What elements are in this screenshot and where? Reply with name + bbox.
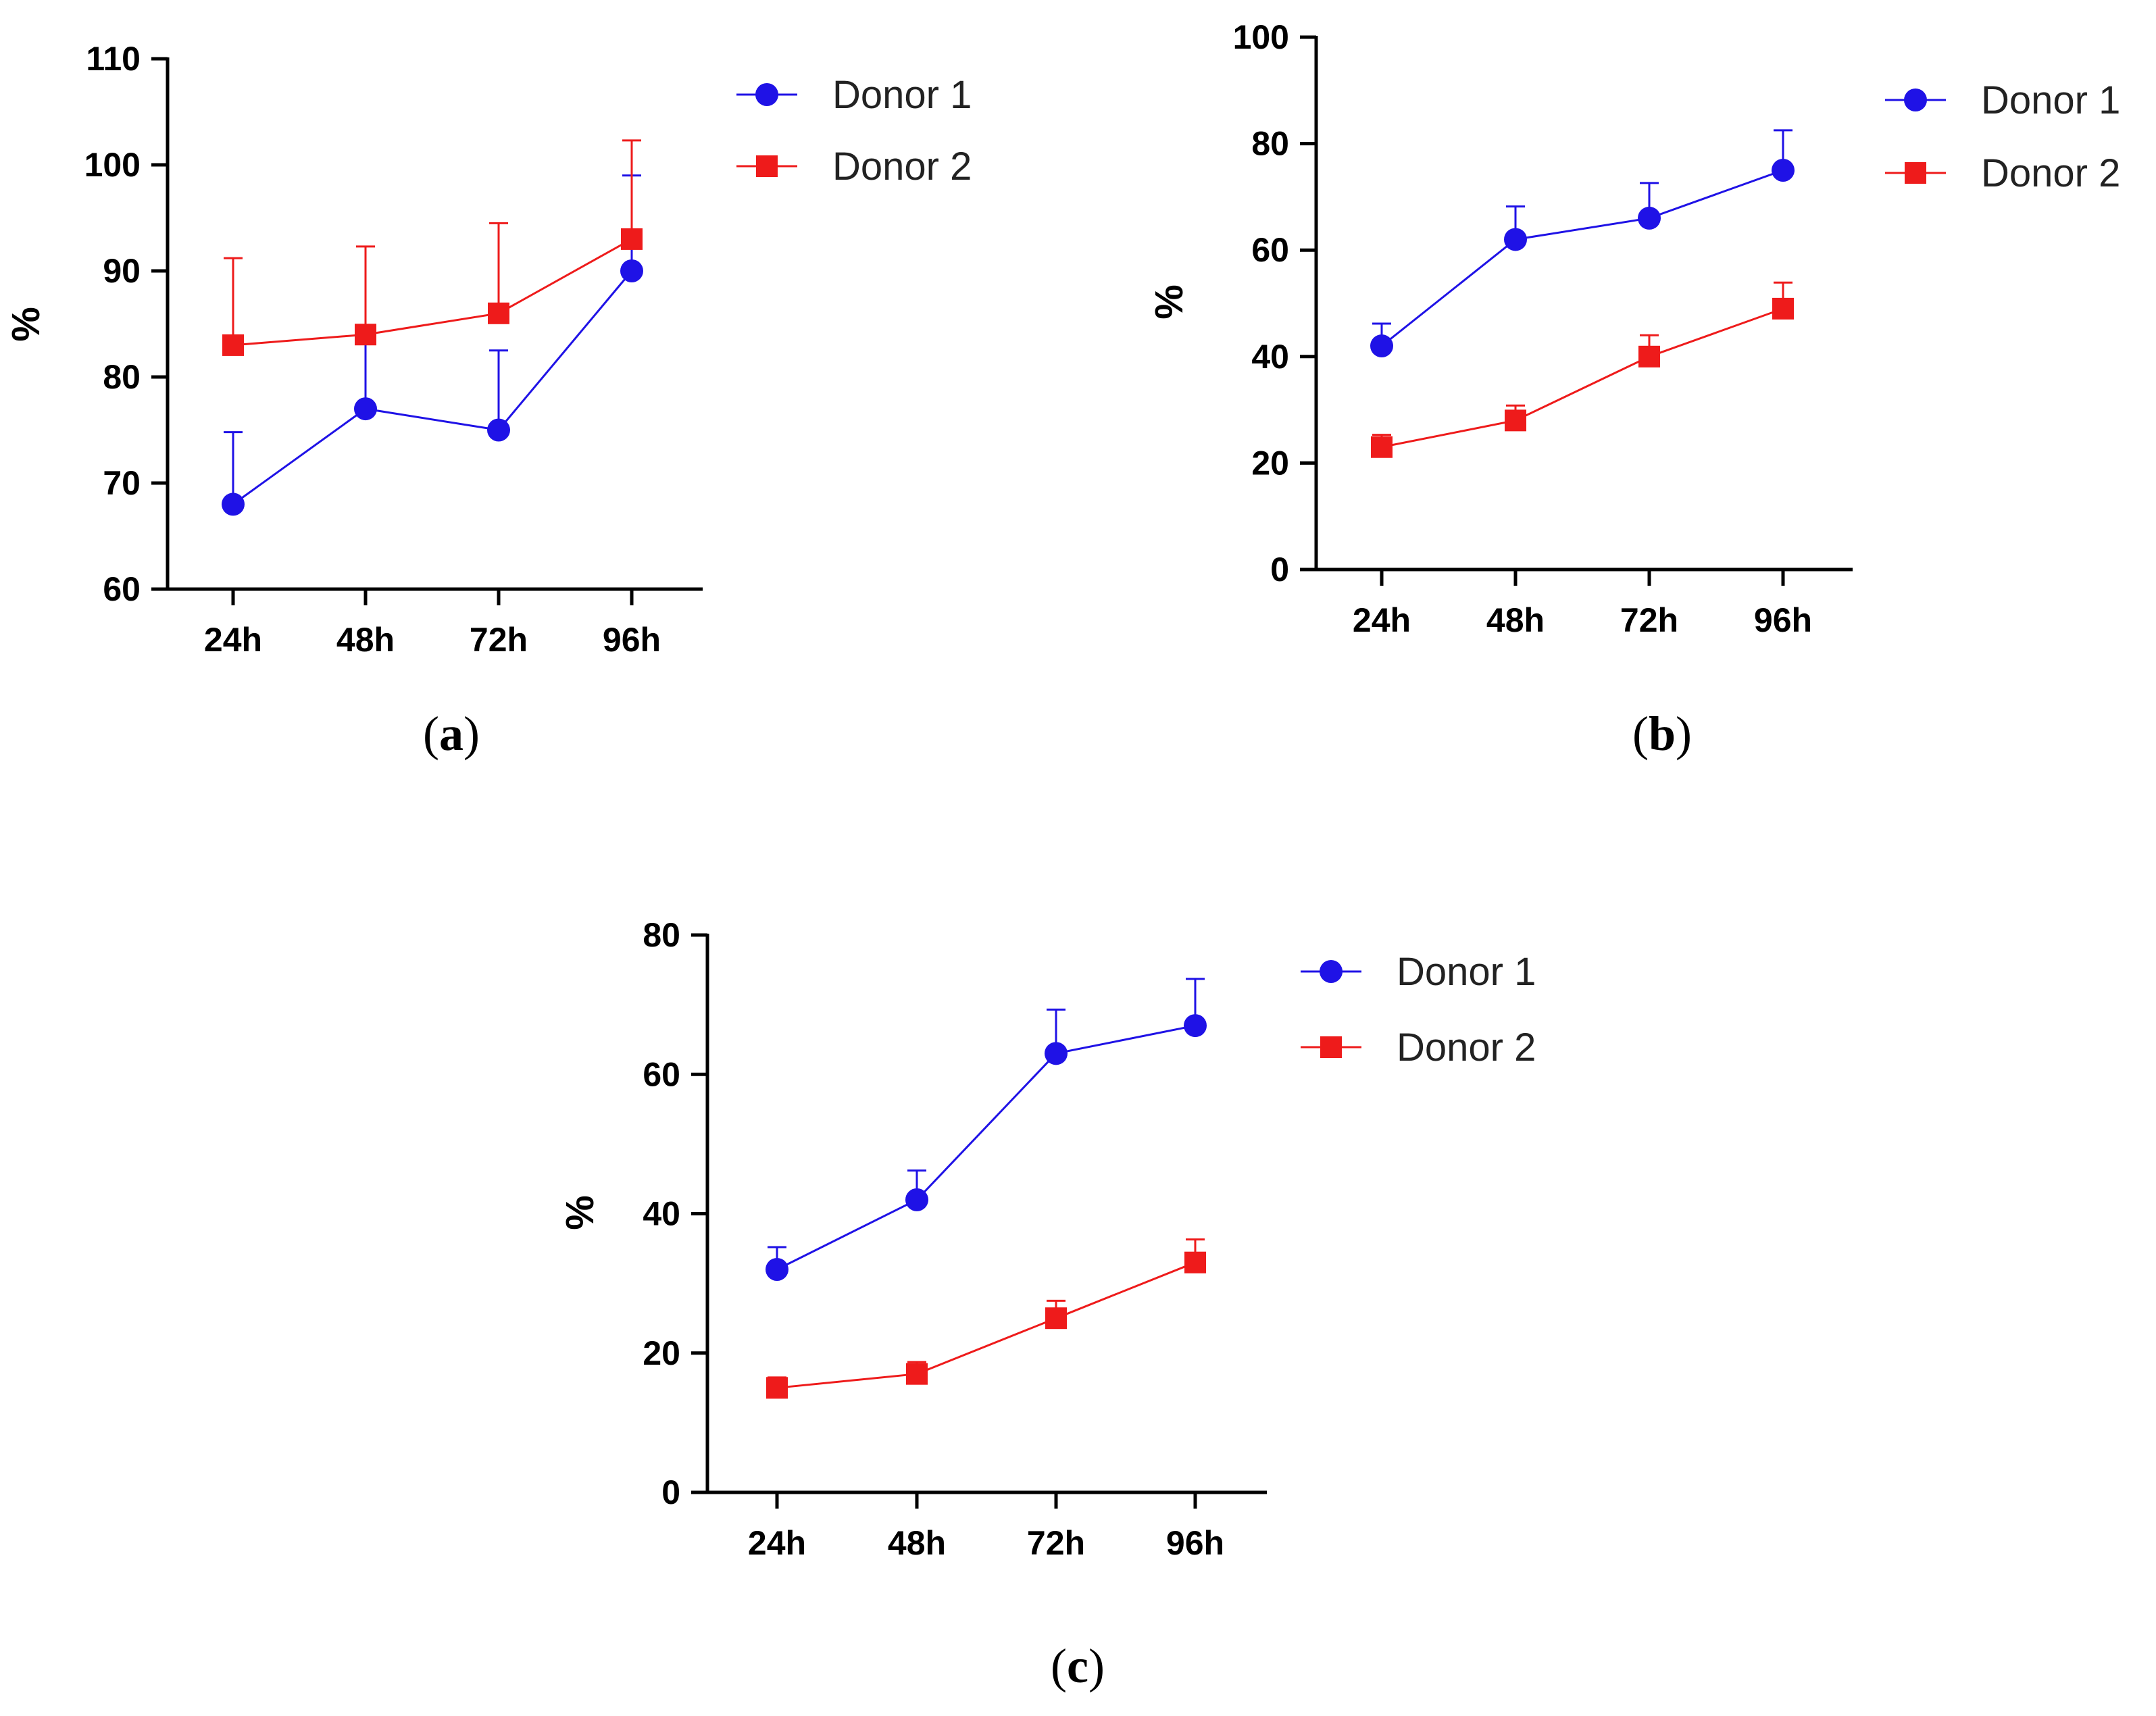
data-point-donor-2 — [222, 334, 244, 356]
data-point-donor-2 — [1371, 436, 1393, 458]
data-point-donor-1 — [1504, 228, 1527, 251]
series-line-donor-1 — [776, 1024, 1196, 1271]
x-tick-label: 96h — [1166, 1524, 1224, 1562]
legend-label-donor-2: Donor 2 — [1397, 1026, 1536, 1069]
series-line-donor-2 — [232, 238, 632, 347]
data-point-donor-1 — [1772, 159, 1795, 182]
data-point-donor-2 — [906, 1363, 928, 1385]
data-point-donor-1 — [1045, 1042, 1068, 1065]
y-tick-label: 100 — [84, 146, 141, 184]
series-line-donor-2 — [1381, 307, 1784, 449]
panel-label-a: (a) — [423, 707, 480, 761]
legend-label-donor-2: Donor 2 — [832, 145, 972, 188]
legend-marker-square — [1905, 162, 1926, 184]
panel-label-c: (c) — [1051, 1639, 1105, 1693]
y-tick-label: 80 — [1251, 125, 1289, 163]
legend-marker-circle — [1904, 89, 1927, 111]
chart-panel-b: 0 20 40 60 80 100 24h 48h 72h 96h% Donor 1 Donor 2 — [1147, 18, 2120, 639]
legend-marker-square — [1320, 1036, 1342, 1058]
data-point-donor-1 — [1184, 1014, 1207, 1038]
x-tick-label: 48h — [888, 1524, 946, 1562]
y-tick-label: 90 — [103, 252, 141, 290]
legend-label-donor-1: Donor 1 — [832, 73, 972, 117]
y-tick-label: 80 — [103, 358, 141, 396]
data-point-donor-2 — [621, 228, 643, 250]
y-tick-label: 60 — [1251, 231, 1289, 269]
x-tick-label: 72h — [1027, 1524, 1085, 1562]
y-tick-label: 0 — [1270, 551, 1289, 588]
data-point-donor-2 — [1772, 297, 1794, 320]
y-axis-title: % — [4, 307, 48, 342]
x-tick-label: 24h — [204, 621, 262, 659]
data-point-donor-2 — [1184, 1251, 1206, 1273]
y-tick-label: 100 — [1233, 18, 1289, 56]
data-point-donor-2 — [766, 1377, 788, 1399]
legend-marker-circle — [755, 83, 778, 106]
y-tick-label: 40 — [643, 1195, 680, 1233]
data-point-donor-2 — [355, 324, 376, 346]
legend-label-donor-1: Donor 1 — [1397, 950, 1536, 994]
data-point-donor-1 — [766, 1258, 788, 1281]
x-tick-label: 24h — [748, 1524, 806, 1562]
y-tick-label: 40 — [1251, 338, 1289, 376]
y-axis-title: % — [558, 1195, 602, 1230]
data-point-donor-2 — [1638, 345, 1660, 368]
x-tick-label: 48h — [336, 621, 395, 659]
data-point-donor-1 — [905, 1188, 928, 1211]
y-tick-label: 60 — [643, 1055, 680, 1093]
data-point-donor-1 — [222, 493, 245, 516]
x-tick-label: 72h — [1620, 601, 1678, 639]
data-point-donor-2 — [488, 302, 509, 324]
data-point-donor-1 — [487, 418, 510, 442]
y-axis-title: % — [1147, 284, 1191, 320]
x-tick-label: 72h — [470, 621, 528, 659]
data-point-donor-1 — [1638, 206, 1661, 230]
legend-label-donor-2: Donor 2 — [1981, 151, 2120, 195]
y-tick-label: 80 — [643, 916, 680, 954]
data-point-donor-2 — [1045, 1307, 1067, 1330]
panel-label-b: (b) — [1632, 707, 1692, 761]
y-tick-label: 110 — [86, 40, 141, 78]
data-point-donor-1 — [354, 397, 377, 421]
y-tick-label: 60 — [103, 570, 141, 608]
legend-marker-circle — [1320, 960, 1343, 983]
x-tick-label: 96h — [603, 621, 661, 659]
x-tick-label: 48h — [1486, 601, 1545, 639]
y-tick-label: 20 — [1251, 444, 1289, 482]
y-tick-label: 20 — [643, 1334, 680, 1372]
x-tick-label: 24h — [1353, 601, 1411, 639]
x-tick-label: 96h — [1754, 601, 1812, 639]
chart-panel-c: 0 20 40 60 80 24h 48h 72h 96h% Donor 1 Donor 2 — [558, 916, 1536, 1562]
legend-marker-square — [756, 155, 778, 177]
series-line-donor-2 — [776, 1261, 1196, 1389]
legend-label-donor-1: Donor 1 — [1981, 78, 2120, 122]
y-tick-label: 0 — [661, 1473, 680, 1511]
chart-panel-a: 60 70 80 90 100 110 24h 48h 72h 96h% Donor 1 Donor … — [4, 40, 972, 659]
series-line-donor-1 — [1381, 169, 1784, 347]
series-line-donor-1 — [232, 270, 633, 505]
data-point-donor-2 — [1505, 409, 1526, 432]
y-tick-label: 70 — [103, 464, 141, 502]
data-point-donor-1 — [1370, 334, 1393, 358]
data-point-donor-1 — [620, 259, 643, 282]
